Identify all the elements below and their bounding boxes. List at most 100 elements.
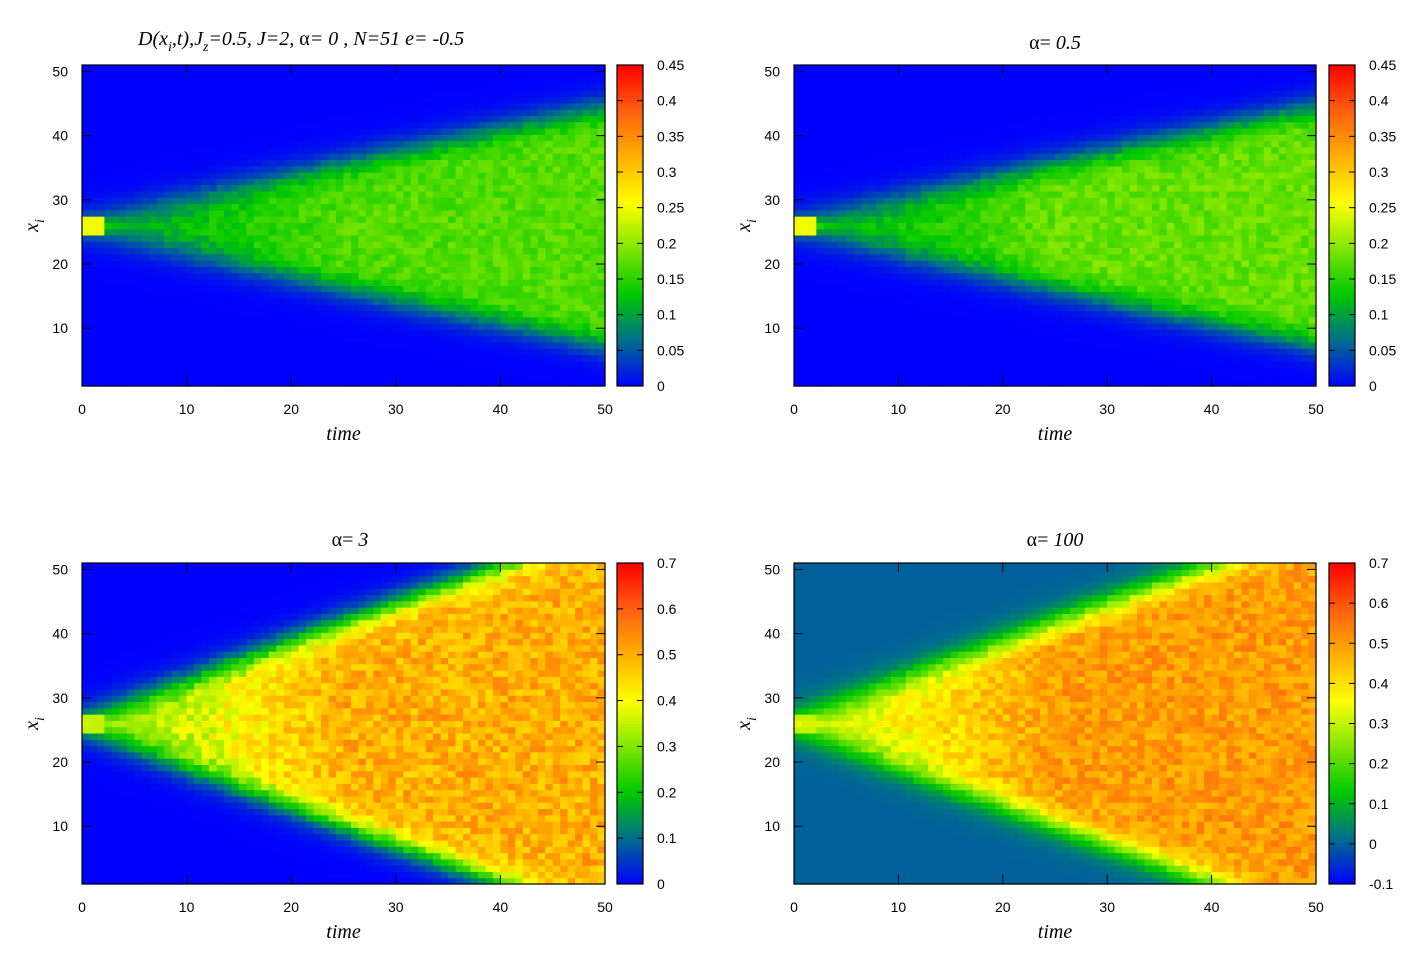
heatmap-cell bbox=[194, 178, 203, 186]
heatmap-cell bbox=[253, 354, 262, 362]
heatmap-cell bbox=[291, 379, 300, 387]
heatmap-cell bbox=[552, 153, 561, 161]
heatmap-cell bbox=[410, 379, 419, 387]
heatmap-cell bbox=[104, 310, 113, 318]
heatmap-cell bbox=[868, 360, 877, 368]
heatmap-cell bbox=[350, 310, 360, 318]
heatmap-cell bbox=[500, 354, 509, 362]
heatmap-cell bbox=[597, 203, 606, 211]
heatmap-cell bbox=[410, 222, 419, 230]
heatmap-cell bbox=[485, 335, 494, 343]
heatmap-cell bbox=[179, 304, 188, 312]
heatmap-cell bbox=[223, 323, 233, 330]
heatmap-cell bbox=[801, 260, 810, 268]
heatmap-cell bbox=[216, 335, 225, 343]
heatmap-cell bbox=[410, 216, 419, 223]
heatmap-cell bbox=[223, 379, 233, 387]
heatmap-cell bbox=[448, 96, 457, 104]
heatmap-cell bbox=[433, 253, 442, 261]
heatmap-cell bbox=[201, 146, 210, 154]
heatmap-cell bbox=[575, 329, 584, 337]
heatmap-cell bbox=[171, 304, 180, 312]
heatmap-cell bbox=[268, 77, 277, 85]
heatmap-cell bbox=[403, 360, 412, 368]
heatmap-cell bbox=[560, 96, 569, 104]
heatmap-cell bbox=[433, 360, 442, 368]
heatmap-cell bbox=[156, 354, 165, 362]
heatmap-cell bbox=[485, 146, 494, 154]
heatmap-cell bbox=[253, 165, 262, 173]
heatmap-cell bbox=[477, 297, 487, 305]
heatmap-cell bbox=[560, 329, 569, 337]
heatmap-cell bbox=[126, 285, 135, 293]
heatmap-cell bbox=[890, 348, 899, 356]
heatmap-cell bbox=[291, 71, 300, 79]
heatmap-cell bbox=[425, 234, 434, 242]
heatmap-cell bbox=[141, 102, 150, 110]
heatmap-cell bbox=[306, 379, 315, 387]
heatmap-cell bbox=[388, 172, 397, 179]
colorbar-swatch bbox=[617, 276, 643, 280]
heatmap-cell bbox=[861, 184, 870, 192]
heatmap-cell bbox=[816, 203, 825, 211]
heatmap-cell bbox=[560, 316, 569, 324]
heatmap-cell bbox=[209, 134, 218, 142]
heatmap-cell bbox=[328, 197, 337, 205]
heatmap-cell bbox=[950, 310, 959, 318]
colorbar-swatch bbox=[617, 105, 643, 109]
heatmap-cell bbox=[149, 234, 158, 242]
heatmap-cell bbox=[808, 71, 817, 79]
heatmap-cell bbox=[808, 304, 817, 312]
heatmap-cell bbox=[958, 360, 967, 368]
heatmap-cell bbox=[965, 379, 974, 387]
heatmap-cell bbox=[410, 310, 419, 318]
heatmap-cell bbox=[171, 228, 180, 236]
heatmap-cell bbox=[861, 203, 870, 211]
heatmap-cell bbox=[336, 272, 345, 280]
heatmap-cell bbox=[507, 109, 516, 116]
heatmap-cell bbox=[261, 140, 270, 148]
heatmap-cell bbox=[418, 266, 427, 274]
heatmap-cell bbox=[156, 71, 165, 79]
heatmap-cell bbox=[238, 266, 247, 274]
heatmap-cell bbox=[276, 197, 285, 205]
heatmap-cell bbox=[418, 77, 427, 85]
heatmap-cell bbox=[313, 379, 322, 387]
heatmap-cell bbox=[913, 96, 922, 104]
heatmap-cell bbox=[913, 304, 922, 312]
heatmap-cell bbox=[463, 304, 472, 312]
heatmap-cell bbox=[328, 127, 337, 135]
heatmap-cell bbox=[283, 323, 292, 330]
heatmap-cell bbox=[246, 228, 255, 236]
heatmap-cell bbox=[440, 228, 449, 236]
heatmap-cell bbox=[943, 354, 952, 362]
heatmap-cell bbox=[808, 316, 817, 324]
heatmap-cell bbox=[928, 77, 937, 85]
heatmap-cell bbox=[149, 323, 158, 330]
heatmap-cell bbox=[463, 297, 472, 305]
heatmap-cell bbox=[179, 241, 188, 249]
heatmap-cell bbox=[328, 297, 337, 305]
heatmap-cell bbox=[972, 373, 982, 381]
heatmap-cell bbox=[111, 272, 120, 280]
heatmap-cell bbox=[448, 121, 457, 129]
heatmap-cell bbox=[350, 341, 360, 349]
heatmap-cell bbox=[530, 341, 539, 349]
heatmap-cell bbox=[96, 209, 106, 217]
heatmap-cell bbox=[89, 90, 98, 98]
heatmap-cell bbox=[313, 83, 322, 91]
heatmap-cell bbox=[201, 247, 210, 255]
heatmap-cell bbox=[440, 153, 449, 161]
heatmap-cell bbox=[545, 127, 554, 135]
heatmap-cell bbox=[298, 285, 307, 293]
heatmap-cell bbox=[537, 304, 546, 312]
heatmap-cell bbox=[597, 228, 606, 236]
heatmap-cell bbox=[590, 297, 599, 305]
heatmap-cell bbox=[965, 272, 974, 280]
heatmap-cell bbox=[794, 360, 803, 368]
heatmap-cell bbox=[171, 216, 180, 223]
heatmap-cell bbox=[455, 172, 464, 179]
heatmap-cell bbox=[231, 260, 240, 268]
heatmap-cell bbox=[590, 348, 599, 356]
heatmap-cell bbox=[582, 228, 591, 236]
